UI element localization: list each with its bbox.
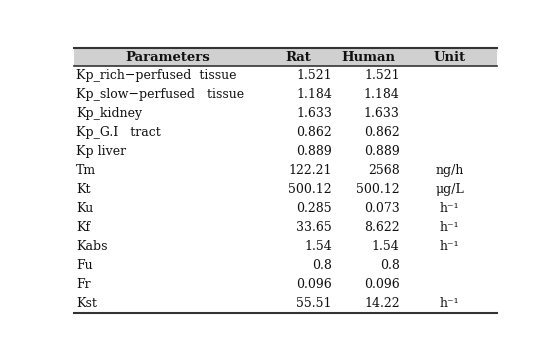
Text: Parameters: Parameters [126, 50, 211, 64]
Text: μg/L: μg/L [435, 183, 464, 196]
Text: Tm: Tm [76, 164, 96, 177]
Text: 14.22: 14.22 [364, 297, 399, 310]
Text: 500.12: 500.12 [356, 183, 399, 196]
Text: 0.285: 0.285 [296, 202, 332, 215]
Text: Kf: Kf [76, 221, 90, 234]
Text: 122.21: 122.21 [289, 164, 332, 177]
Text: 1.184: 1.184 [296, 88, 332, 101]
Text: h⁻¹: h⁻¹ [439, 240, 459, 253]
Text: 0.862: 0.862 [296, 126, 332, 139]
Text: Human: Human [341, 50, 395, 64]
Text: 0.889: 0.889 [364, 145, 399, 158]
Text: Kp_G.I   tract: Kp_G.I tract [76, 126, 161, 139]
Text: 0.862: 0.862 [364, 126, 399, 139]
Text: 8.622: 8.622 [364, 221, 399, 234]
Text: 1.633: 1.633 [296, 107, 332, 120]
Text: 0.073: 0.073 [364, 202, 399, 215]
Text: Kp liver: Kp liver [76, 145, 126, 158]
Text: Kp_kidney: Kp_kidney [76, 107, 142, 120]
Text: 1.521: 1.521 [296, 69, 332, 82]
Bar [74, 48, 497, 66]
Text: 55.51: 55.51 [296, 297, 332, 310]
Text: Rat: Rat [285, 50, 311, 64]
Text: 33.65: 33.65 [296, 221, 332, 234]
Text: 0.889: 0.889 [296, 145, 332, 158]
Text: Kp_slow−perfused   tissue: Kp_slow−perfused tissue [76, 88, 244, 101]
Text: Kt: Kt [76, 183, 91, 196]
Text: 0.8: 0.8 [380, 259, 399, 272]
Text: 1.521: 1.521 [364, 69, 399, 82]
Text: 500.12: 500.12 [289, 183, 332, 196]
Text: Kp_rich−perfused  tissue: Kp_rich−perfused tissue [76, 69, 237, 82]
Text: 1.54: 1.54 [372, 240, 399, 253]
Text: 1.633: 1.633 [364, 107, 399, 120]
Text: h⁻¹: h⁻¹ [439, 221, 459, 234]
Text: Ku: Ku [76, 202, 94, 215]
Text: 1.54: 1.54 [304, 240, 332, 253]
Text: h⁻¹: h⁻¹ [439, 202, 459, 215]
Text: ng/h: ng/h [435, 164, 463, 177]
Text: Kst: Kst [76, 297, 97, 310]
Text: 0.8: 0.8 [312, 259, 332, 272]
Text: Fu: Fu [76, 259, 92, 272]
Text: 0.096: 0.096 [296, 278, 332, 291]
Text: Unit: Unit [433, 50, 466, 64]
Text: 1.184: 1.184 [364, 88, 399, 101]
Text: 2568: 2568 [368, 164, 399, 177]
Text: Fr: Fr [76, 278, 91, 291]
Text: 0.096: 0.096 [364, 278, 399, 291]
Text: h⁻¹: h⁻¹ [439, 297, 459, 310]
Text: Kabs: Kabs [76, 240, 108, 253]
